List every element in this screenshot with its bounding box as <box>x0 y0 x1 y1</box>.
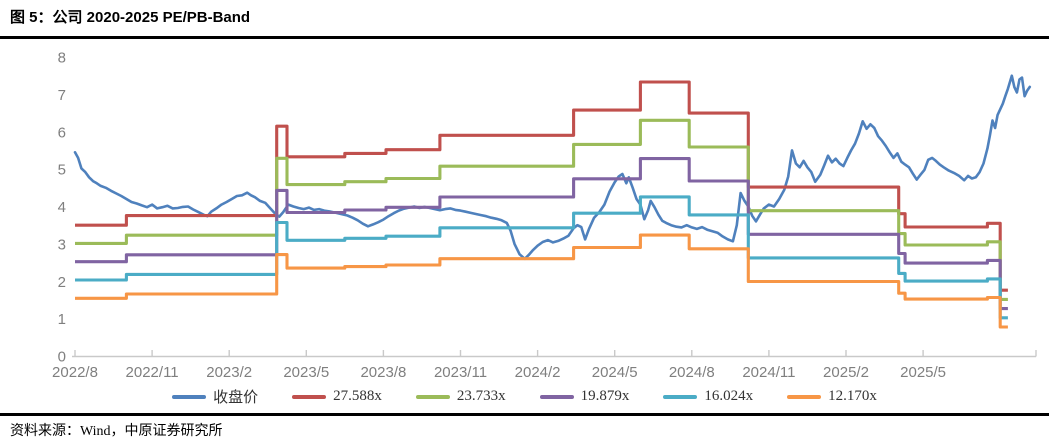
legend-label: 12.170x <box>828 388 877 404</box>
pe-band-series-27.588x <box>75 80 1008 292</box>
title-divider-rule <box>0 36 1049 39</box>
page-title: 图 5：公司 2020-2025 PE/PB-Band <box>10 9 251 26</box>
legend-label: 23.733x <box>456 388 506 404</box>
svg-text:2023/2: 2023/2 <box>206 364 252 381</box>
svg-text:2022/11: 2022/11 <box>126 364 179 381</box>
y-axis-labels: 0 1 2 3 4 5 6 7 8 <box>58 50 66 366</box>
pe-band-series-23.733x <box>75 118 1008 301</box>
footer-divider-rule <box>0 413 1049 416</box>
price-line-series <box>73 74 1032 261</box>
pe-band-series-19.879x <box>75 157 1008 311</box>
svg-text:2024/8: 2024/8 <box>669 364 715 381</box>
svg-text:2024/11: 2024/11 <box>742 364 795 381</box>
svg-text:2025/2: 2025/2 <box>823 364 869 381</box>
x-axis: 2022/8 2022/11 2023/2 2023/5 2023/8 2023/11 20… <box>52 350 1037 381</box>
svg-text:6: 6 <box>58 124 66 141</box>
legend-swatch <box>787 394 822 399</box>
legend-item-23.733x: 23.733x <box>415 388 506 405</box>
svg-text:2024/2: 2024/2 <box>515 364 561 381</box>
svg-text:3: 3 <box>58 236 66 253</box>
legend-label: 16.024x <box>704 388 754 404</box>
legend-label: 19.879x <box>580 388 630 404</box>
legend-swatch <box>415 394 450 399</box>
svg-text:7: 7 <box>58 87 66 104</box>
svg-text:0: 0 <box>58 349 66 366</box>
svg-text:2022/8: 2022/8 <box>52 364 98 381</box>
svg-text:5: 5 <box>58 162 66 179</box>
chart-legend: 收盘价 27.588x 23.733x 19.879x 16.024x 12.170x <box>0 386 1049 407</box>
svg-text:1: 1 <box>58 311 66 328</box>
legend-swatch <box>539 394 574 399</box>
legend-item-16.024x: 16.024x <box>663 388 753 405</box>
legend-swatch <box>172 394 207 399</box>
source-note: 资料来源：Wind，中原证券研究所 <box>10 424 223 439</box>
chart-area: 0 1 2 3 4 5 6 7 8 2022/8 2022/11 2023/2 2023/5 2023/8… <box>0 42 1049 382</box>
legend-label: 27.588x <box>333 388 382 404</box>
legend-swatch <box>292 394 327 399</box>
pe-band-series-16.024x <box>75 195 1008 320</box>
svg-text:2023/8: 2023/8 <box>360 364 406 381</box>
pe-band-series-12.170x <box>75 233 1008 329</box>
legend-swatch <box>663 394 698 399</box>
legend-label: 收盘价 <box>213 390 259 406</box>
legend-item-19.879x: 19.879x <box>539 388 630 405</box>
svg-text:4: 4 <box>58 199 66 216</box>
legend-item-12.170x: 12.170x <box>787 388 877 405</box>
svg-text:2023/5: 2023/5 <box>283 364 329 381</box>
pe-pb-band-chart: 0 1 2 3 4 5 6 7 8 2022/8 2022/11 2023/2 2023/5 2023/8… <box>52 50 1037 381</box>
svg-text:2023/11: 2023/11 <box>434 364 487 381</box>
legend-item-27.588x: 27.588x <box>292 388 382 405</box>
svg-text:2024/5: 2024/5 <box>592 364 638 381</box>
legend-item-收盘价: 收盘价 <box>172 386 258 407</box>
svg-text:8: 8 <box>58 50 66 67</box>
svg-text:2025/5: 2025/5 <box>900 364 946 381</box>
svg-text:2: 2 <box>58 274 66 291</box>
